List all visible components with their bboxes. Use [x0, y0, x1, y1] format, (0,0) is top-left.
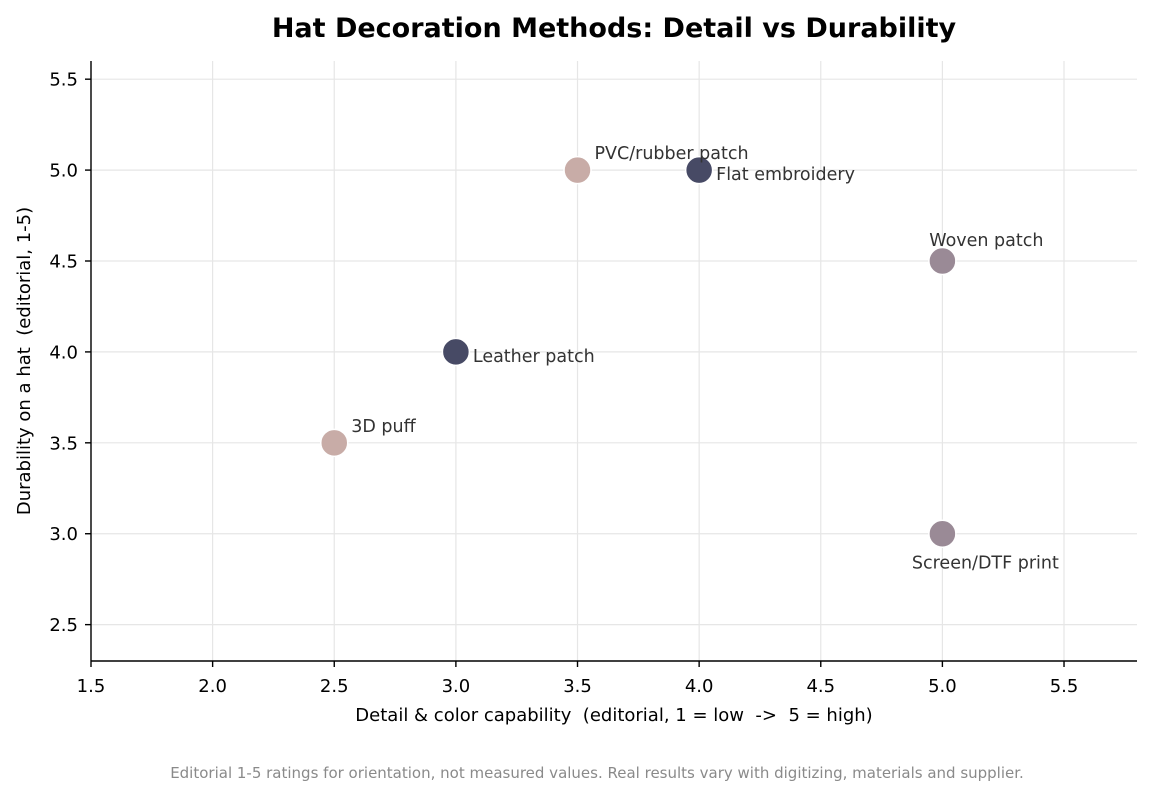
y-tick-label: 3.5 — [49, 433, 78, 454]
point-label: 3D puff — [351, 417, 416, 437]
scatter-point — [441, 337, 471, 367]
x-tick-label: 3.0 — [442, 676, 471, 697]
y-tick-label: 3.0 — [49, 524, 78, 545]
y-tick-label: 4.5 — [49, 252, 78, 273]
scatter-point — [320, 428, 349, 458]
x-tick-label: 4.0 — [685, 676, 714, 697]
y-tick-label: 4.0 — [49, 342, 78, 363]
scatter-point — [928, 246, 957, 276]
point-label: Leather patch — [473, 347, 595, 367]
point-label: Woven patch — [929, 231, 1043, 251]
x-tick-label: 4.5 — [806, 676, 835, 697]
x-tick-label: 5.0 — [928, 676, 957, 697]
data-points: Flat embroidery 3D puff Woven patch PVC/rub… — [320, 144, 1059, 574]
axes: 1.5 2.0 2.5 3.0 3.5 4.0 4.5 5.0 5.5 2.5 3.0 3.5 4.0 4… — [49, 61, 1137, 697]
x-tick-label: 2.5 — [320, 676, 349, 697]
y-tick-label: 5.5 — [49, 70, 78, 91]
scatter-point — [563, 155, 592, 185]
point-label: PVC/rubber patch — [595, 144, 749, 164]
point-label: Flat embroidery — [716, 165, 855, 185]
x-axis-label: Detail & color capability (editorial, 1 … — [355, 705, 872, 726]
y-axis-label: Durability on a hat (editorial, 1-5) — [14, 207, 35, 515]
x-tick-label: 1.5 — [77, 676, 106, 697]
chart-title: Hat Decoration Methods: Detail vs Durabi… — [272, 13, 957, 44]
x-tick-label: 5.5 — [1050, 676, 1079, 697]
x-tick-label: 3.5 — [563, 676, 592, 697]
scatter-point — [684, 155, 714, 185]
x-tick-label: 2.0 — [198, 676, 227, 697]
point-label: Screen/DTF print — [912, 554, 1059, 574]
y-tick-label: 5.0 — [49, 161, 78, 182]
y-tick-label: 2.5 — [49, 615, 78, 636]
footnote: Editorial 1-5 ratings for orientation, n… — [170, 764, 1024, 782]
scatter-point — [928, 519, 957, 548]
